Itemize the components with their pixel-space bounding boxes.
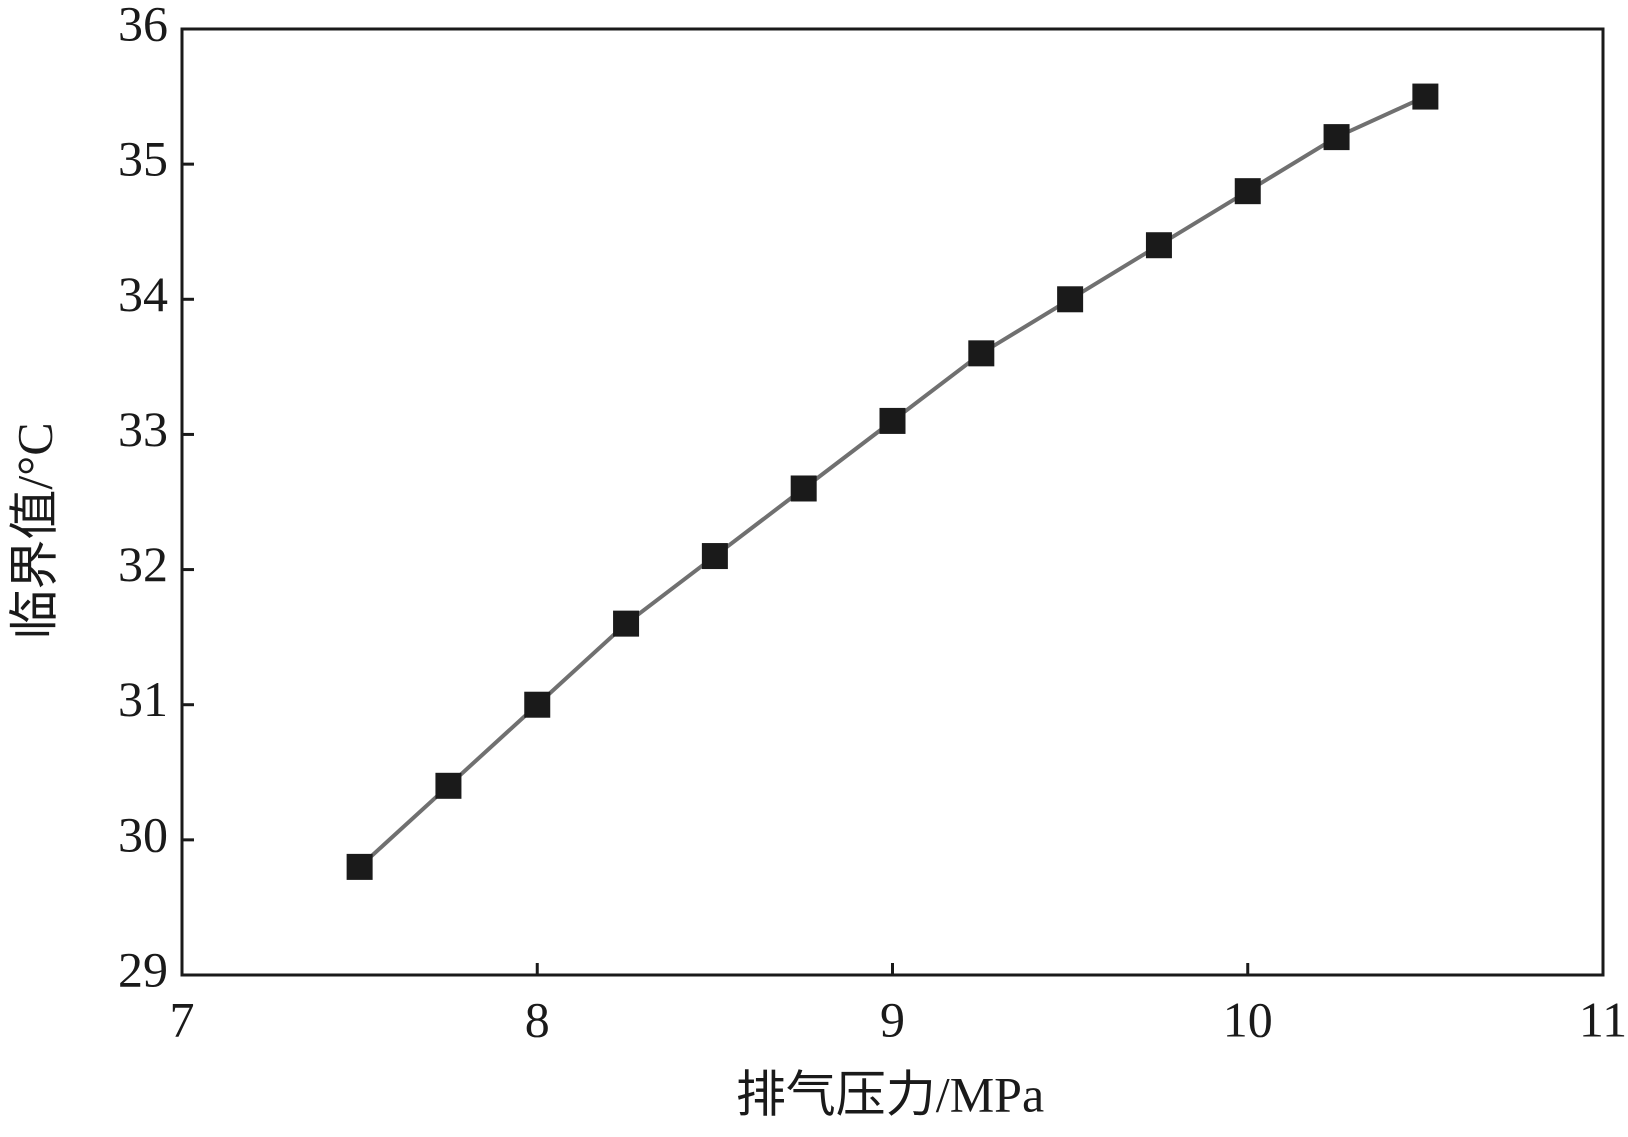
x-tick-label: 9	[880, 991, 905, 1047]
x-tick-label: 7	[170, 991, 195, 1047]
data-point	[613, 610, 640, 637]
data-point	[524, 691, 551, 718]
data-point	[1145, 232, 1172, 259]
data-point	[1057, 286, 1084, 313]
series-line	[358, 94, 1427, 869]
y-tick-label: 31	[118, 671, 168, 727]
y-tick-label: 35	[118, 131, 168, 187]
y-tick-label: 29	[118, 941, 168, 997]
data-point	[1412, 83, 1439, 110]
x-tick-label: 11	[1579, 991, 1627, 1047]
y-tick-label: 32	[118, 536, 168, 592]
data-point	[1323, 124, 1350, 151]
data-point	[790, 475, 817, 502]
data-point	[879, 407, 906, 434]
y-tick-label: 36	[118, 0, 168, 51]
y-tick-label: 34	[118, 266, 168, 322]
y-tick-label: 33	[118, 401, 168, 457]
x-axis-label: 排气压力/MPa	[736, 1066, 1044, 1122]
y-axis-label: 临界值/°C	[6, 422, 62, 639]
x-tick-label: 8	[525, 991, 550, 1047]
data-point	[968, 340, 995, 367]
data-point	[1234, 178, 1261, 205]
data-point	[701, 543, 728, 570]
data-point	[346, 853, 373, 880]
data-point	[435, 772, 462, 799]
x-tick-label: 10	[1223, 991, 1273, 1047]
y-tick-label: 30	[118, 806, 168, 862]
